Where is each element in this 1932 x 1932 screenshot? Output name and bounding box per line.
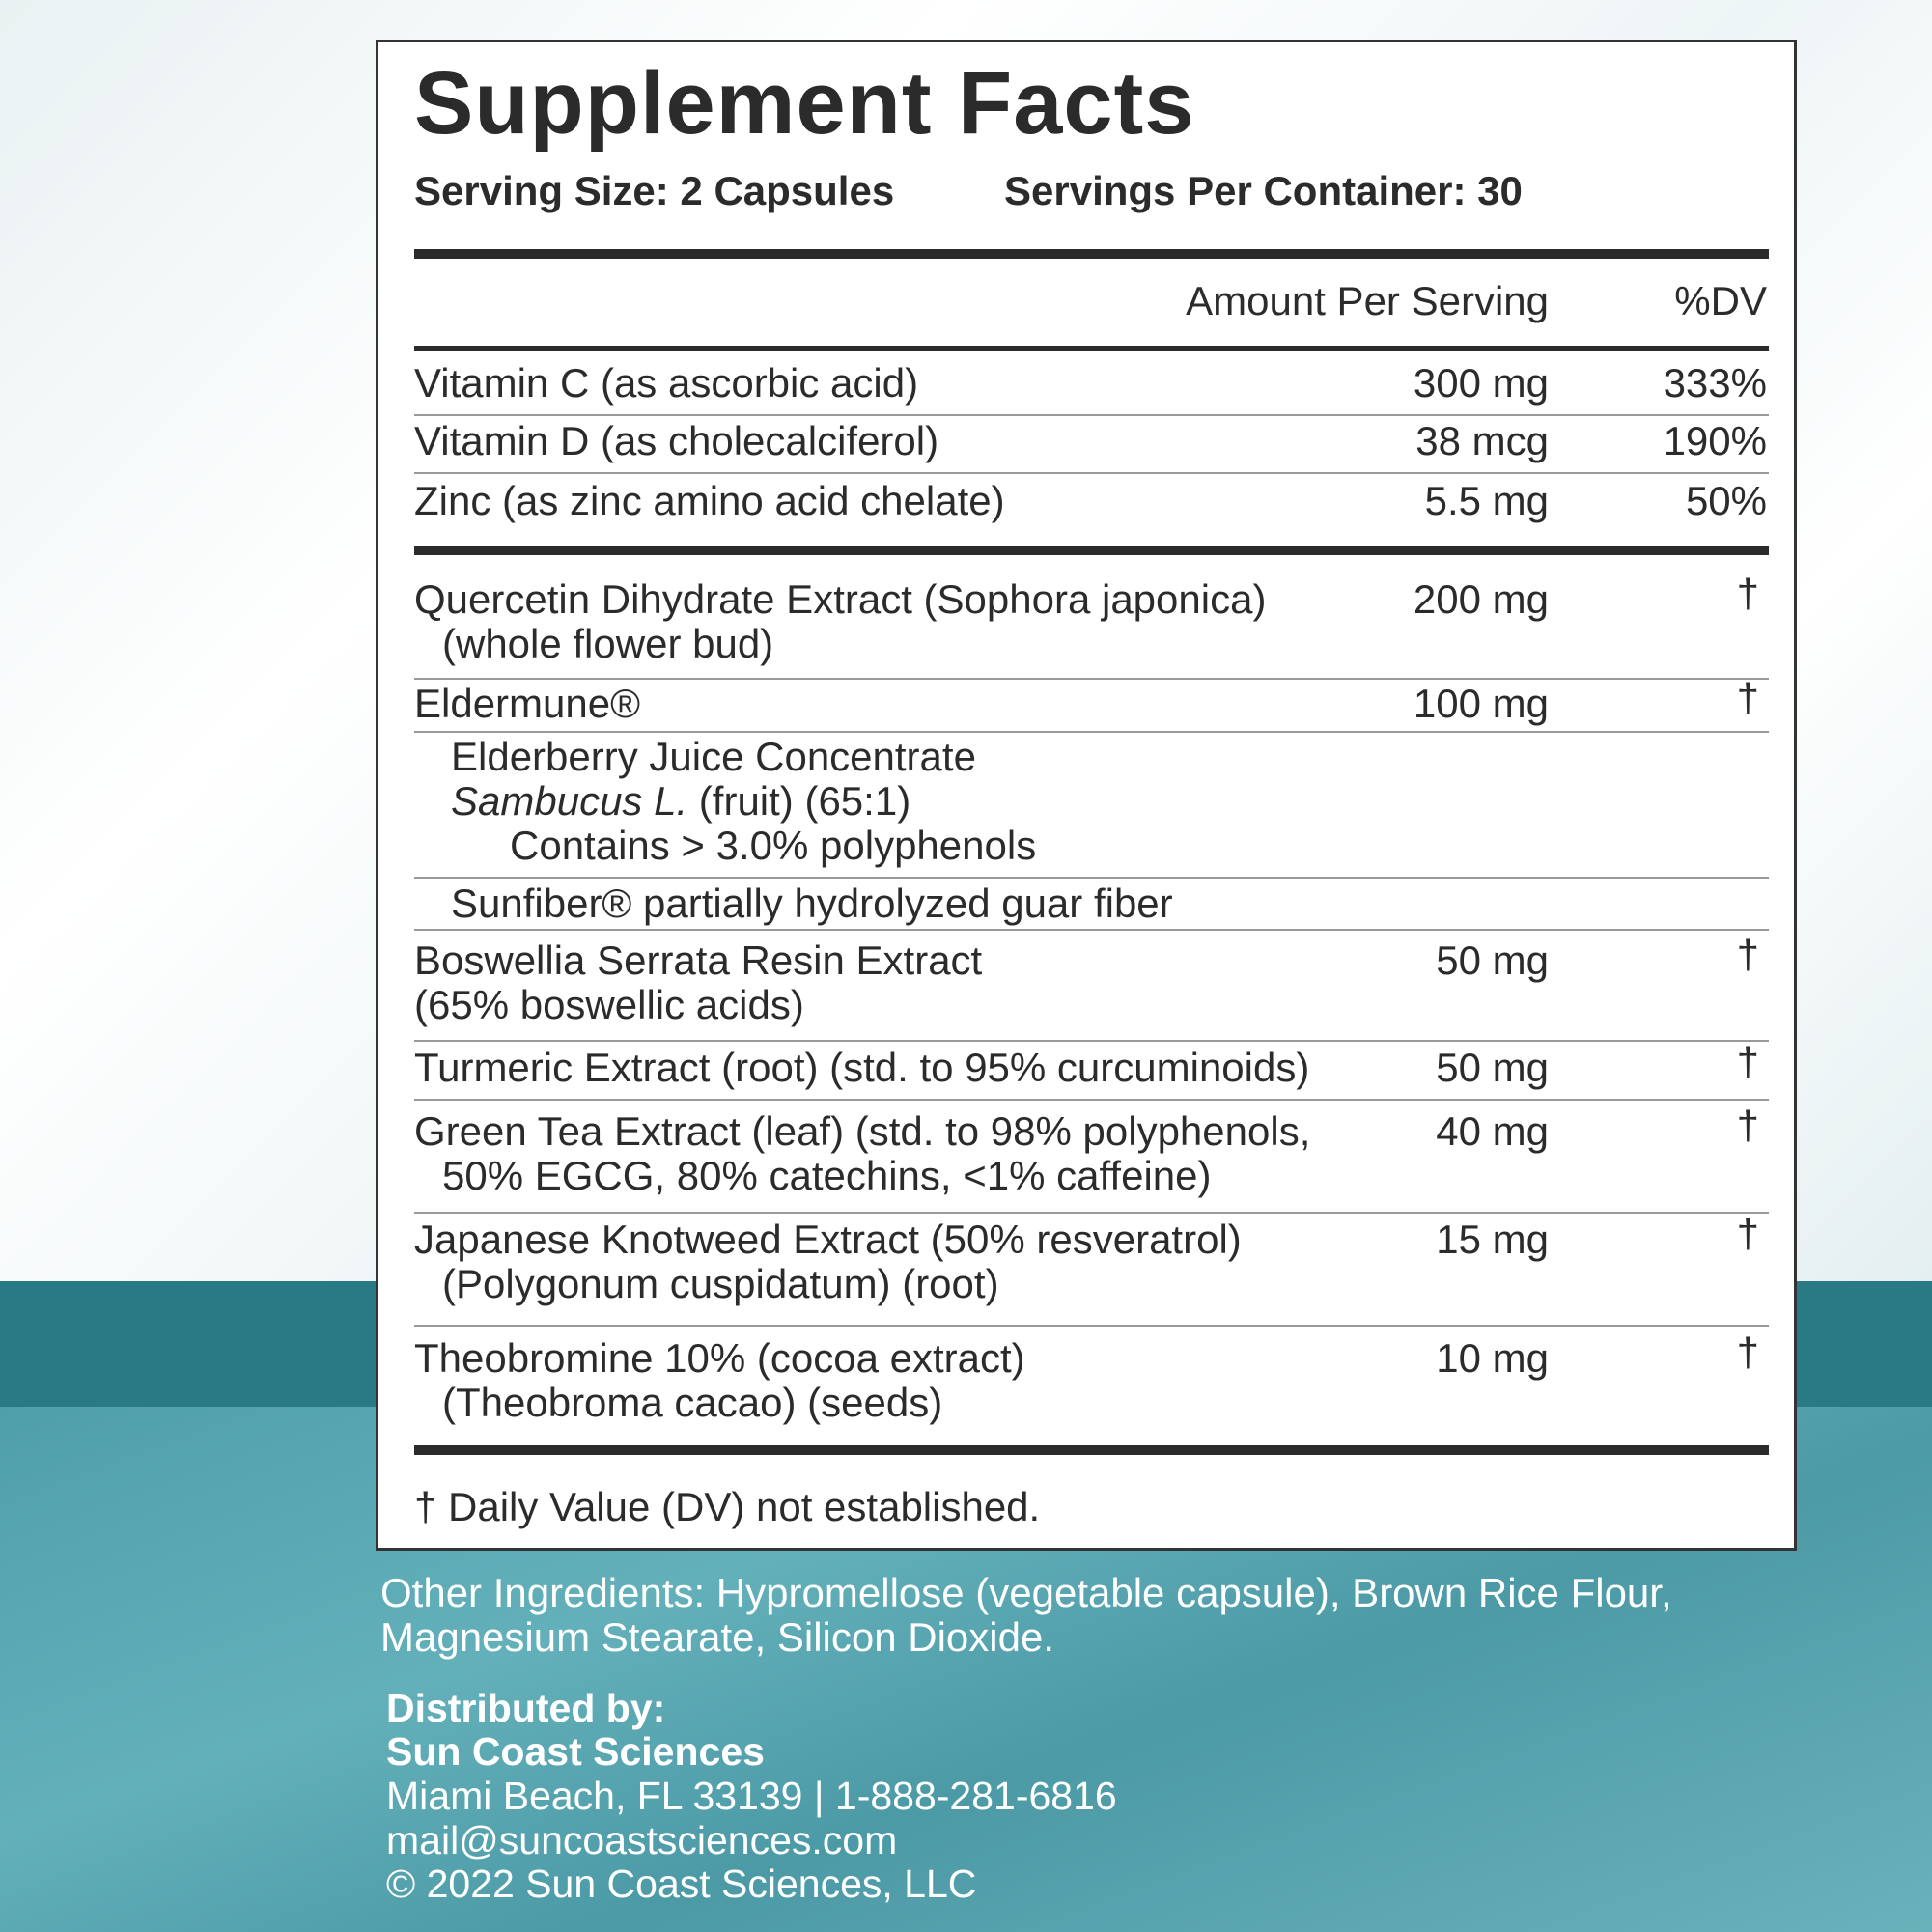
divider-line (414, 1212, 1769, 1214)
daily-value: † (1736, 931, 1759, 977)
divider-line (414, 1325, 1769, 1327)
ingredient-name: Elderberry Juice Concentrate (451, 733, 976, 779)
amount: 100 mg (1413, 680, 1549, 726)
daily-value: † (1736, 674, 1759, 720)
ingredient-name: (Polygonum cuspidatum) (root) (442, 1260, 999, 1306)
amount: 5.5 mg (1424, 477, 1549, 523)
ingredient-name: Contains > 3.0% polyphenols (510, 822, 1037, 868)
divider-line (414, 731, 1769, 733)
ingredient-name: Theobromine 10% (cocoa extract) (414, 1334, 1025, 1381)
daily-value: 190% (1663, 417, 1767, 463)
divider-line (414, 929, 1769, 931)
daily-value: † (1736, 1038, 1759, 1084)
footnote: † Daily Value (DV) not established. (414, 1483, 1041, 1529)
divider-line (414, 1040, 1769, 1042)
divider-bar (414, 249, 1769, 259)
ingredient-name: Eldermune® (414, 680, 641, 726)
amount: 15 mg (1436, 1216, 1549, 1262)
ingredient-detail: (fruit) (65:1) (687, 777, 911, 824)
ingredient-name: Green Tea Extract (leaf) (std. to 98% po… (414, 1107, 1311, 1154)
other-ingredients: Magnesium Stearate, Silicon Dioxide. (380, 1613, 1055, 1660)
amount: 300 mg (1413, 359, 1549, 406)
copyright: © 2022 Sun Coast Sciences, LLC (386, 1862, 977, 1907)
divider-line (414, 472, 1769, 474)
ingredient-name: Sambucus L. (fruit) (65:1) (451, 777, 911, 824)
title: Supplement Facts (414, 54, 1195, 154)
ingredient-name: Boswellia Serrata Resin Extract (414, 937, 983, 983)
divider-line (414, 414, 1769, 416)
amount: 50 mg (1436, 1044, 1549, 1090)
distributor-company: Sun Coast Sciences (386, 1729, 765, 1775)
distributor-email: mail@suncoastsciences.com (386, 1818, 898, 1863)
nutrient-name: Zinc (as zinc amino acid chelate) (414, 477, 1005, 523)
nutrient-name: Vitamin C (as ascorbic acid) (414, 359, 919, 406)
amount-header: Amount Per Serving (1186, 277, 1549, 323)
daily-value: † (1736, 570, 1759, 616)
daily-value: † (1736, 1329, 1759, 1375)
amount: 10 mg (1436, 1334, 1549, 1381)
divider-bar (414, 1445, 1769, 1455)
ingredient-name: (65% boswellic acids) (414, 981, 804, 1027)
ingredient-name: Quercetin Dihydrate Extract (Sophora jap… (414, 575, 1267, 622)
species-name: Sambucus L. (451, 777, 688, 824)
amount: 38 mcg (1415, 417, 1549, 463)
nutrient-name: Vitamin D (as cholecalciferol) (414, 417, 939, 463)
amount: 200 mg (1413, 575, 1549, 622)
distributor-address: Miami Beach, FL 33139 | 1-888-281-6816 (386, 1774, 1117, 1819)
daily-value: 50% (1685, 477, 1767, 523)
divider-line (414, 1099, 1769, 1101)
facts-panel (376, 40, 1797, 1551)
divider-line (414, 877, 1769, 879)
amount: 40 mg (1436, 1107, 1549, 1154)
amount: 50 mg (1436, 937, 1549, 983)
ingredient-name: Japanese Knotweed Extract (50% resveratr… (414, 1216, 1242, 1262)
distributor-label: Distributed by: (386, 1686, 666, 1731)
ingredient-name: 50% EGCG, 80% catechins, <1% caffeine) (442, 1152, 1212, 1198)
divider-bar (414, 546, 1769, 555)
daily-value: † (1736, 1210, 1759, 1256)
other-ingredients: Other Ingredients: Hypromellose (vegetab… (380, 1569, 1672, 1615)
ingredient-name: (whole flower bud) (442, 620, 774, 666)
ingredient-name: Turmeric Extract (root) (std. to 95% cur… (414, 1044, 1310, 1090)
divider-line (414, 678, 1769, 680)
dv-header: %DV (1674, 277, 1767, 323)
divider-bar (414, 346, 1769, 351)
ingredient-name: (Theobroma cacao) (seeds) (442, 1379, 943, 1425)
ingredient-name: Sunfiber® partially hydrolyzed guar fibe… (451, 880, 1173, 926)
servings-per-container: Servings Per Container: 30 (1004, 167, 1523, 213)
daily-value: † (1736, 1102, 1759, 1148)
serving-size: Serving Size: 2 Capsules (414, 167, 895, 213)
daily-value: 333% (1663, 359, 1767, 406)
